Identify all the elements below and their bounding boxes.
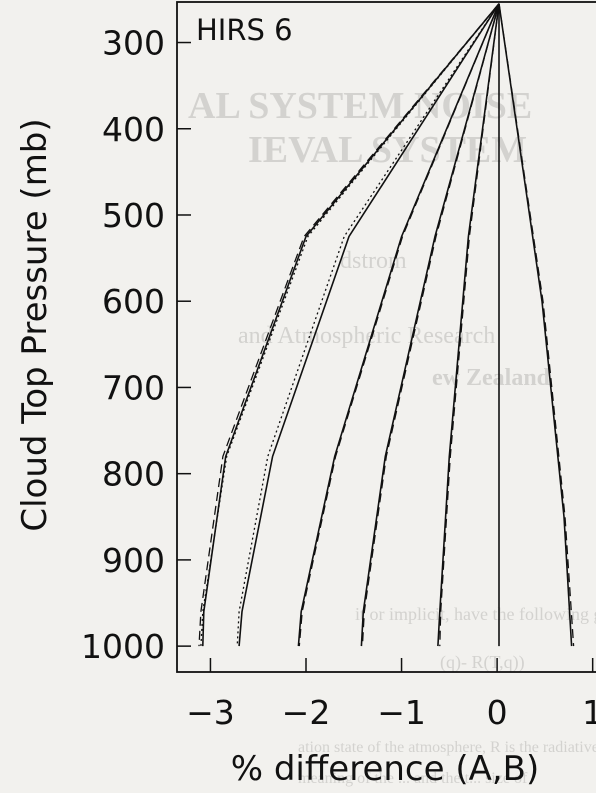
y-tick-label: 800: [102, 455, 165, 494]
plot-frame: [176, 1, 596, 673]
y-tick-label: 300: [102, 24, 165, 63]
y-axis-label: Cloud Top Pressure (mb): [15, 118, 55, 531]
series-line-13-solid: [498, 3, 573, 647]
y-tick-label: 400: [102, 110, 165, 149]
series-line-10-solid: [437, 3, 500, 647]
bleed-line: ew Zealand: [432, 365, 551, 391]
series-line-14-dashed: [498, 3, 575, 647]
series-line-9-dashed: [198, 3, 500, 647]
x-tick-label: 0: [487, 693, 508, 732]
series-line-4-dashed: [298, 3, 500, 647]
x-tick-label: −1: [377, 693, 426, 732]
series-line-1-solid: [360, 3, 500, 647]
series-line-6-dotted: [236, 3, 500, 647]
x-axis-label: % difference (A,B): [231, 749, 540, 789]
bleed-line: meaning of the ... and the t... size of: [298, 770, 528, 787]
series-line-7-solid: [202, 3, 500, 647]
series-line-5-solid: [238, 3, 500, 647]
bleed-line: ation state of the atmosphere, R is the …: [298, 739, 596, 756]
x-tick-label: −3: [186, 693, 235, 732]
y-tick-label: 500: [102, 196, 165, 235]
x-tick-label: 1: [582, 693, 596, 732]
ticks-layer: 300 400 500 600 700 800 900 1000 −3 −2 −1 0 1: [81, 24, 596, 732]
series-line-8-dotted: [200, 3, 500, 647]
bleed-line: it or implicit, have the following gener…: [355, 604, 596, 624]
y-tick-label: 900: [102, 541, 165, 580]
bleed-line: (q)- R(T,q)): [440, 652, 525, 673]
series-layer: [198, 3, 575, 647]
series-line-2-dashed: [361, 3, 500, 647]
x-tick-label: −2: [282, 693, 331, 732]
y-tick-label: 600: [102, 282, 165, 321]
chart-title: HIRS 6: [196, 13, 293, 47]
bleed-line: and Atmospheric Research: [238, 323, 495, 349]
series-line-11-dashed: [439, 3, 500, 647]
series-line-3-solid: [297, 3, 500, 647]
y-tick-label: 1000: [81, 627, 165, 666]
bleed-line: dstrom: [340, 248, 407, 274]
y-tick-label: 700: [102, 368, 165, 407]
